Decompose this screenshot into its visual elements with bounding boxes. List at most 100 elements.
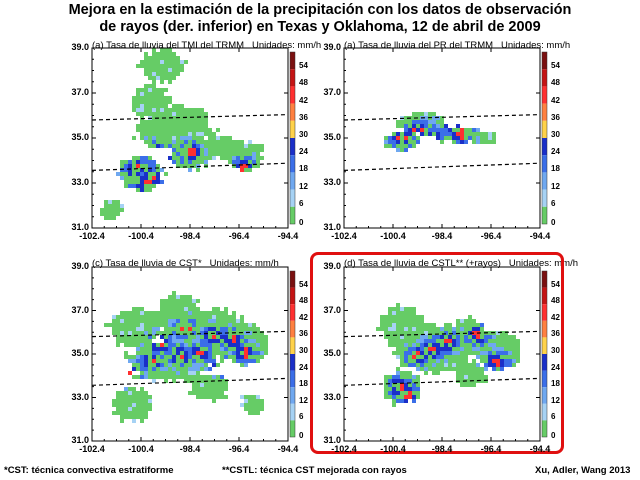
rain-cell xyxy=(252,327,256,331)
rain-cell xyxy=(108,204,112,208)
rain-cell xyxy=(188,335,192,339)
rain-cell xyxy=(400,383,404,387)
rain-cell xyxy=(252,152,256,156)
rain-cell xyxy=(148,359,152,363)
rain-cell xyxy=(128,355,132,359)
rain-cell xyxy=(488,132,492,136)
rain-cell xyxy=(416,124,420,128)
rain-cell xyxy=(184,152,188,156)
rain-cell xyxy=(448,132,452,136)
colorbar-tick-label: 12 xyxy=(299,181,308,191)
rain-cell xyxy=(508,359,512,363)
rain-cell xyxy=(380,319,384,323)
rain-cell xyxy=(448,355,452,359)
rain-cell xyxy=(116,172,120,176)
rain-cell xyxy=(168,343,172,347)
rain-cell xyxy=(140,156,144,160)
rain-cell xyxy=(168,319,172,323)
rain-cell xyxy=(140,136,144,140)
rain-cell xyxy=(168,375,172,379)
rain-cell xyxy=(152,96,156,100)
rain-cell xyxy=(204,156,208,160)
rain-cell xyxy=(492,339,496,343)
front-line-north xyxy=(343,114,541,121)
rain-cell xyxy=(152,132,156,136)
rain-cell xyxy=(408,371,412,375)
rain-cell xyxy=(184,120,188,124)
rain-cell xyxy=(252,407,256,411)
rain-cell xyxy=(412,399,416,403)
rain-cell xyxy=(232,347,236,351)
rain-cell xyxy=(508,335,512,339)
rain-cell xyxy=(172,351,176,355)
rain-cell xyxy=(164,371,168,375)
rain-cell xyxy=(184,136,188,140)
rain-cell xyxy=(436,347,440,351)
rain-cell xyxy=(392,379,396,383)
rain-cell xyxy=(180,128,184,132)
rain-cell xyxy=(148,120,152,124)
rain-cell xyxy=(164,88,168,92)
rain-cell xyxy=(224,152,228,156)
title-line-2: de rayos (der. inferior) en Texas y Okla… xyxy=(99,19,541,35)
rain-cell xyxy=(116,407,120,411)
rain-cell xyxy=(464,128,468,132)
rain-cell xyxy=(112,204,116,208)
rain-cell xyxy=(136,64,140,68)
rain-cell xyxy=(468,343,472,347)
rain-cell xyxy=(148,355,152,359)
rain-cell xyxy=(128,407,132,411)
rain-cell xyxy=(172,64,176,68)
rain-cell xyxy=(160,144,164,148)
rain-cell xyxy=(508,355,512,359)
rain-cell xyxy=(384,323,388,327)
rain-cell xyxy=(400,343,404,347)
colorbar-segment xyxy=(542,403,547,421)
rain-cell xyxy=(240,363,244,367)
rain-cell xyxy=(208,152,212,156)
colorbar-segment xyxy=(290,370,295,388)
rain-cell xyxy=(152,315,156,319)
rain-cell xyxy=(188,303,192,307)
rain-cell xyxy=(432,367,436,371)
front-line-south xyxy=(91,377,289,386)
rain-cell xyxy=(244,351,248,355)
rain-cell xyxy=(136,124,140,128)
rain-cell xyxy=(160,343,164,347)
rain-cell xyxy=(188,124,192,128)
y-tick-label: 37.0 xyxy=(71,87,89,97)
rain-cell xyxy=(208,331,212,335)
rain-cell xyxy=(220,375,224,379)
rain-cell xyxy=(484,132,488,136)
rain-cell xyxy=(396,315,400,319)
rain-cell xyxy=(184,371,188,375)
rain-cell xyxy=(164,375,168,379)
rain-cell xyxy=(204,315,208,319)
x-tick-label: -96.4 xyxy=(480,231,502,241)
rain-cell xyxy=(196,391,200,395)
rain-cell xyxy=(240,164,244,168)
rain-cell xyxy=(196,359,200,363)
rain-cell xyxy=(416,112,420,116)
rain-cell xyxy=(168,335,172,339)
rain-cell xyxy=(124,180,128,184)
colorbar-tick-label: 30 xyxy=(299,130,308,139)
colorbar-tick-label: 42 xyxy=(299,312,308,322)
rain-cell xyxy=(140,387,144,391)
rain-cell xyxy=(148,140,152,144)
rain-cell xyxy=(392,327,396,331)
rain-cell xyxy=(252,347,256,351)
rain-cell xyxy=(244,407,248,411)
rain-cell xyxy=(184,315,188,319)
rain-cell xyxy=(384,335,388,339)
rain-cell xyxy=(428,331,432,335)
rain-cell xyxy=(172,299,176,303)
rain-cell xyxy=(164,96,168,100)
rain-cell xyxy=(148,104,152,108)
rain-cell xyxy=(408,315,412,319)
rain-cell xyxy=(164,315,168,319)
rain-cell xyxy=(236,323,240,327)
rain-cell xyxy=(156,124,160,128)
rain-cell xyxy=(512,355,516,359)
rain-cell xyxy=(440,140,444,144)
